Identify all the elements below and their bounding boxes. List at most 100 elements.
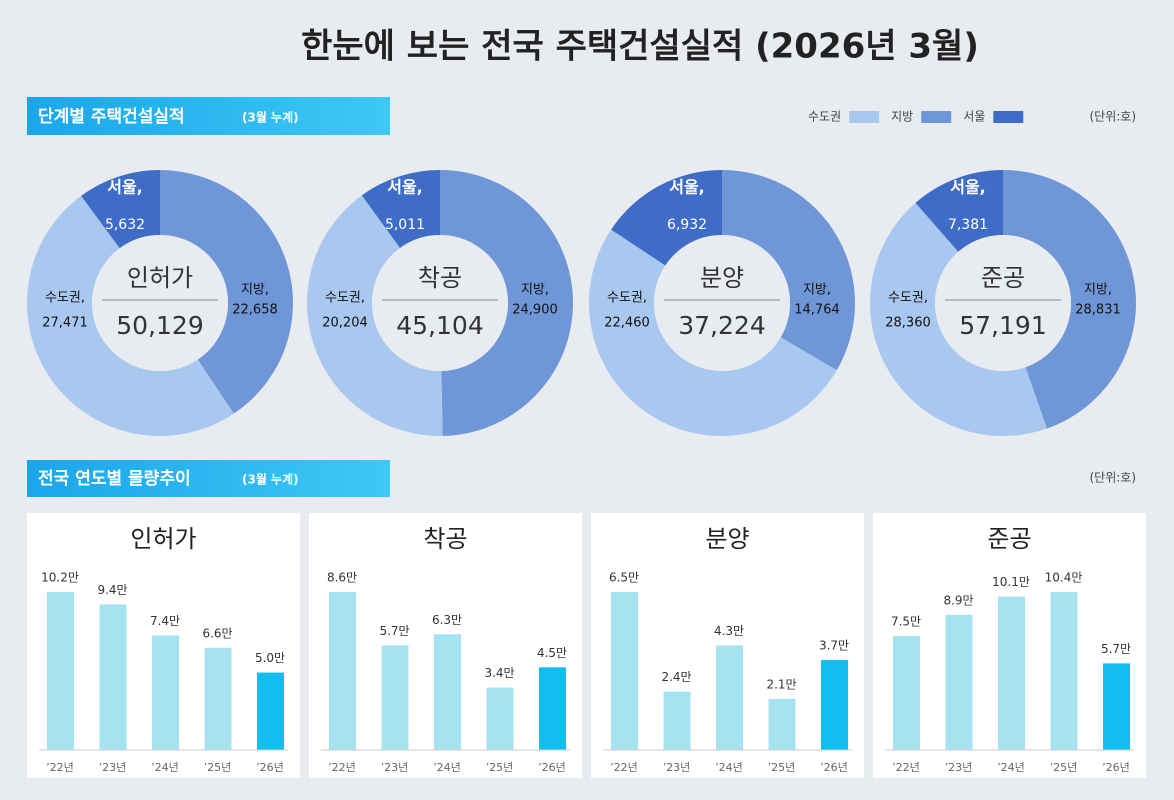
donut-segment	[1003, 170, 1137, 429]
bar	[998, 596, 1025, 750]
unit-label: (단위:호)	[1089, 110, 1136, 124]
x-tick-label: ’23년	[663, 761, 691, 774]
donut-hole	[654, 235, 790, 371]
donut-segment	[915, 170, 1003, 252]
x-tick-label: ’22년	[328, 761, 356, 774]
section-tab	[27, 97, 390, 135]
segment-value: 22,460	[604, 316, 650, 331]
bar	[381, 645, 409, 750]
legend-label: 지방	[891, 110, 913, 124]
bar	[257, 672, 284, 750]
bar-value-label: 4.3만	[714, 624, 744, 638]
section-label: 단계별 주택건설실적	[38, 107, 185, 127]
x-tick-label: ’24년	[433, 761, 461, 774]
x-tick-label: ’25년	[1050, 761, 1078, 774]
center-label: 준공	[981, 264, 1025, 292]
legend-swatch	[921, 111, 952, 123]
x-tick-label: ’26년	[538, 761, 566, 774]
segment-value: 24,900	[512, 303, 558, 318]
bar-value-label: 10.1만	[992, 575, 1030, 589]
bar	[204, 647, 232, 750]
bar-value-label: 10.2만	[41, 571, 79, 585]
bar	[434, 634, 461, 750]
center-total: 50,129	[116, 311, 203, 340]
segment-name: 수도권,	[325, 291, 365, 306]
bar	[611, 592, 638, 750]
x-tick-label: ’25년	[204, 761, 232, 774]
bar-value-label: 6.6만	[202, 626, 232, 640]
segment-value: 5,011	[385, 217, 425, 233]
bar	[1050, 592, 1078, 750]
section-label: 전국 연도별 물량추이	[38, 469, 191, 489]
bar-value-label: 3.7만	[819, 639, 849, 653]
center-total: 45,104	[396, 311, 483, 340]
segment-value: 22,658	[232, 303, 278, 318]
bar	[821, 660, 848, 750]
page-title: 한눈에 보는 전국 주택건설실적 (2026년 3월)	[301, 27, 979, 67]
panel-title: 분양	[705, 525, 749, 553]
segment-name: 수도권,	[45, 291, 85, 306]
bar-value-label: 3.4만	[484, 666, 514, 680]
segment-name: 지방,	[1084, 283, 1112, 298]
donut-hole	[935, 235, 1071, 371]
donut-segment	[160, 170, 294, 414]
bar-value-label: 9.4만	[97, 583, 127, 597]
bar-value-label: 4.5만	[537, 646, 567, 660]
x-tick-label: ’26년	[820, 761, 848, 774]
x-tick-label: ’25년	[486, 761, 514, 774]
bar	[152, 635, 179, 750]
x-tick-label: ’24년	[715, 761, 743, 774]
segment-name: 지방,	[241, 283, 269, 298]
donut-segment	[589, 229, 837, 436]
bar	[945, 614, 973, 750]
segment-value: 28,360	[885, 316, 931, 331]
segment-name: 지방,	[521, 283, 549, 298]
unit-label: (단위:호)	[1089, 471, 1136, 485]
segment-name: 서울,	[107, 178, 143, 197]
bar-value-label: 5.7만	[379, 624, 409, 638]
section-tab	[27, 460, 390, 497]
bar-value-label: 5.7만	[1101, 642, 1131, 656]
segment-value: 27,471	[42, 316, 88, 331]
legend-label: 수도권	[808, 110, 841, 124]
bar-value-label: 5.0만	[255, 651, 285, 665]
bar	[539, 667, 566, 750]
bar-value-label: 7.5만	[891, 615, 921, 629]
segment-name: 지방,	[803, 283, 831, 298]
segment-name: 서울,	[669, 178, 705, 197]
segment-value: 6,932	[667, 217, 707, 233]
x-tick-label: ’23년	[945, 761, 973, 774]
section-sub: (3월 누계)	[242, 472, 299, 487]
bar-value-label: 10.4만	[1045, 571, 1083, 585]
donut-segment	[870, 202, 1047, 436]
donut-segment	[361, 170, 440, 248]
segment-value: 7,381	[948, 217, 988, 233]
bar	[99, 604, 127, 750]
bar	[768, 698, 796, 750]
legend-label: 서울	[963, 110, 985, 124]
donut-segment	[307, 195, 443, 436]
x-tick-label: ’26년	[1102, 761, 1130, 774]
donut-hole	[372, 235, 508, 371]
bar-value-label: 6.5만	[609, 571, 639, 585]
x-tick-label: ’23년	[99, 761, 127, 774]
x-tick-label: ’22년	[46, 761, 74, 774]
bar	[486, 687, 514, 750]
segment-value: 28,831	[1075, 303, 1121, 318]
bar-value-label: 7.4만	[150, 614, 180, 628]
donut-segment	[440, 170, 573, 436]
center-total: 37,224	[678, 311, 765, 340]
bar	[893, 636, 920, 750]
donut-segment	[26, 195, 234, 437]
donut-segment	[722, 170, 855, 371]
panel-title: 준공	[987, 525, 1031, 553]
x-tick-label: ’24년	[151, 761, 179, 774]
segment-name: 서울,	[387, 178, 423, 197]
segment-name: 수도권,	[607, 291, 647, 306]
segment-value: 14,764	[794, 303, 840, 318]
legend-swatch	[993, 111, 1024, 123]
x-tick-label: ’24년	[997, 761, 1025, 774]
segment-name: 수도권,	[888, 291, 928, 306]
